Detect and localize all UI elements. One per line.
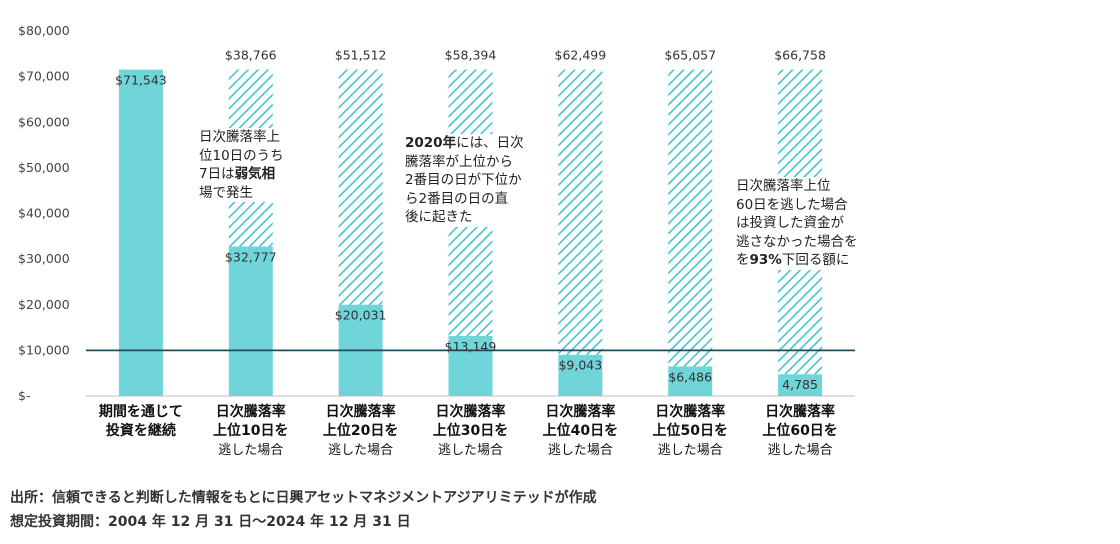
value-label-solid: $6,486	[668, 369, 712, 384]
bar-hatched	[338, 69, 383, 305]
y-tick-label: $20,000	[18, 297, 70, 312]
annotation-line: 2番目の日が下位か	[405, 172, 522, 188]
value-label-hatched: $62,499	[555, 48, 607, 63]
y-tick-label: $80,000	[18, 23, 70, 38]
annotation-line: 逃さなかった場合を	[736, 233, 858, 250]
y-tick-label: $10,000	[18, 342, 70, 357]
annotation-line: 日次騰落率上位	[736, 178, 831, 194]
bar-solid	[668, 366, 713, 396]
category-label: 上位10日を	[213, 422, 288, 439]
category-label: 逃した場合	[218, 443, 283, 458]
value-label-hatched: $51,512	[335, 48, 387, 63]
bar-solid	[228, 246, 273, 396]
value-labels: $71,543 $32,777 $38,766 $20,031 $51,512 $13,1…	[115, 48, 826, 393]
value-label-solid: $9,043	[558, 358, 602, 373]
category-label: 期間を通じて	[99, 404, 183, 420]
y-tick-label: $70,000	[18, 69, 70, 84]
annotation-line: を93%下回る額に	[736, 252, 850, 268]
annotation-top10-bear: 日次騰落率上 位10日のうち 7日は弱気相 場で発生	[197, 128, 286, 202]
annotation-line: ら2番目の日の直	[405, 190, 509, 207]
value-label-solid: $13,149	[445, 339, 497, 354]
category-label: 逃した場合	[438, 443, 503, 458]
y-tick-label: $50,000	[18, 160, 70, 175]
category-label: 上位20日を	[323, 422, 398, 439]
category-label: 上位60日を	[762, 422, 837, 439]
value-label-hatched: $58,394	[445, 48, 497, 63]
annotation-top60-93pct: 日次騰落率上位 60日を逃した場合 は投資した資金が 逃さなかった場合を を93%下回る…	[734, 177, 860, 270]
annotation-line: 2020年には、日次	[405, 135, 524, 151]
category-label: 逃した場合	[548, 443, 613, 458]
bar-solid	[558, 354, 603, 396]
category-label: 上位40日を	[543, 422, 618, 439]
value-label-solid: $71,543	[115, 73, 167, 88]
category-label: 逃した場合	[328, 443, 393, 458]
value-label-hatched: $38,766	[225, 48, 277, 63]
annotation-line: 騰落率が上位から	[405, 153, 513, 170]
annotation-line: 位10日のうち	[199, 147, 284, 164]
category-label: 日次騰落率	[216, 403, 286, 420]
bar-hatched	[668, 69, 713, 367]
y-tick-label: $40,000	[18, 206, 70, 221]
category-label: 投資を継続	[106, 422, 176, 439]
category-label: 上位30日を	[433, 422, 508, 439]
category-label: 上位50日を	[652, 422, 727, 439]
y-tick-label: $30,000	[18, 251, 70, 266]
annotation-line: 7日は弱気相	[199, 166, 276, 182]
x-axis-labels: 期間を通じて投資を継続日次騰落率上位10日を逃した場合日次騰落率上位20日を逃し…	[99, 403, 838, 458]
annotation-line: 60日を逃した場合	[736, 196, 848, 213]
value-label-solid: $32,777	[225, 249, 277, 264]
source-note: 出所：信頼できると判断した情報をもとに日興アセットマネジメントアジアリミテッドが…	[10, 490, 597, 506]
y-axis: $- $10,000 $20,000 $30,000 $40,000 $50,000 $60…	[18, 23, 855, 403]
annotation-line: 場で発生	[199, 184, 253, 201]
period-note: 想定投資期間：2004 年 12 月 31 日～2024 年 12 月 31 日	[10, 514, 411, 530]
value-label-hatched: $65,057	[664, 48, 716, 63]
category-label: 逃した場合	[768, 443, 833, 458]
category-label: 日次騰落率	[436, 403, 506, 420]
category-label: 日次騰落率	[545, 403, 615, 420]
value-label-solid: 4,785	[782, 377, 818, 392]
annotation-line: 日次騰落率上	[199, 129, 280, 145]
annotation-line: 後に起きた	[405, 209, 473, 225]
value-label-hatched: $66,758	[774, 48, 826, 63]
bar-hatched	[558, 69, 603, 355]
bar-solid	[448, 336, 493, 396]
annotation-line: は投資した資金が	[736, 215, 844, 231]
category-label: 日次騰落率	[326, 403, 396, 420]
value-label-solid: $20,031	[335, 308, 387, 323]
annotation-2020: 2020年には、日次 騰落率が上位から 2番目の日が下位か ら2番目の日の直 後に起きた	[403, 134, 526, 227]
y-tick-label: $60,000	[18, 114, 70, 129]
bar-solid	[118, 69, 163, 397]
category-label: 逃した場合	[658, 443, 723, 458]
y-tick-label: $-	[18, 388, 30, 403]
category-label: 日次騰落率	[765, 403, 835, 420]
category-label: 日次騰落率	[655, 403, 725, 420]
bar-solid	[778, 374, 823, 396]
